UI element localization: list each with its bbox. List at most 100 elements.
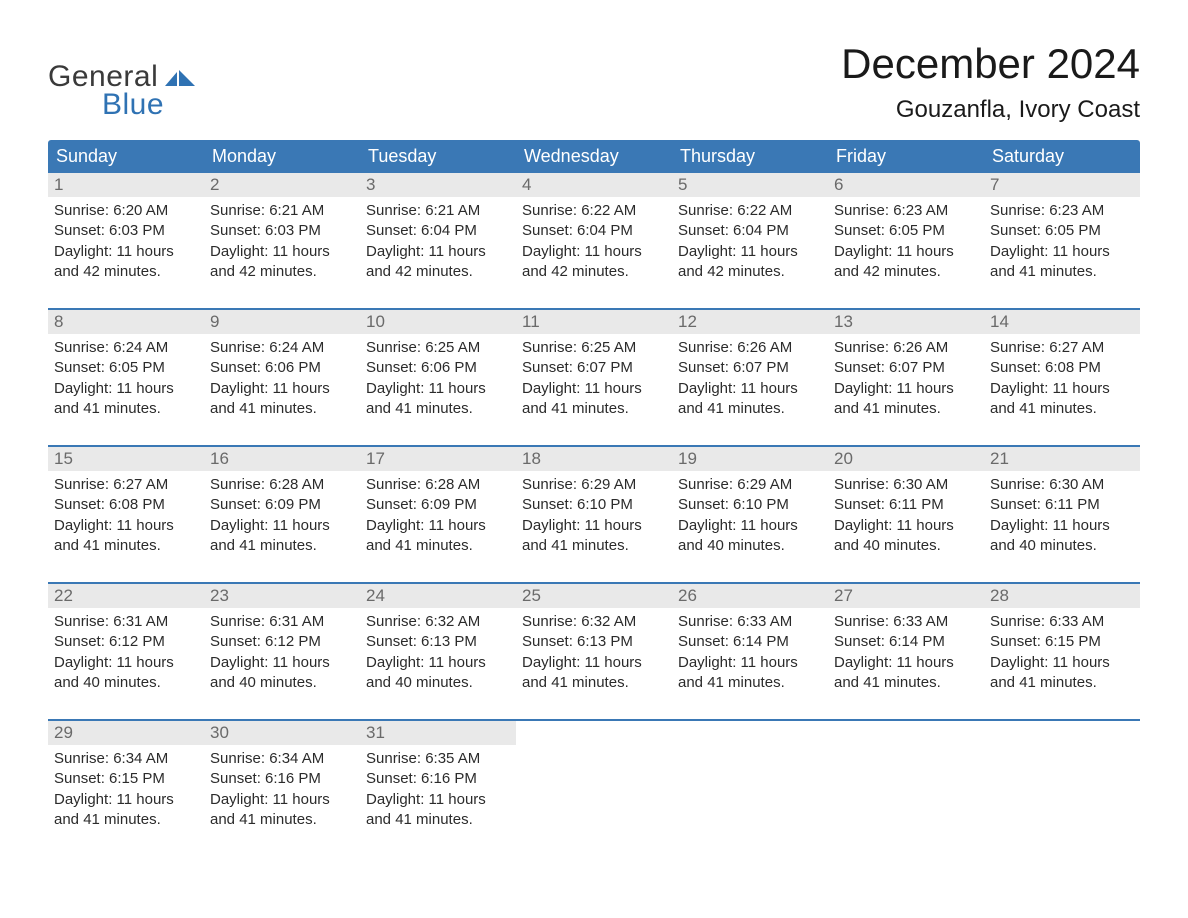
weeks-container: 1Sunrise: 6:20 AMSunset: 6:03 PMDaylight…: [48, 173, 1140, 834]
daylight-line-1: Daylight: 11 hours: [522, 379, 666, 399]
day-number: 4: [516, 173, 672, 197]
day-number: 9: [204, 310, 360, 334]
day-cell: 1Sunrise: 6:20 AMSunset: 6:03 PMDaylight…: [48, 173, 204, 286]
daylight-line-1: Daylight: 11 hours: [366, 516, 510, 536]
day-cell: 6Sunrise: 6:23 AMSunset: 6:05 PMDaylight…: [828, 173, 984, 286]
sunrise-line: Sunrise: 6:33 AM: [834, 612, 978, 632]
title-block: December 2024 Gouzanfla, Ivory Coast: [841, 40, 1140, 124]
day-number: 23: [204, 584, 360, 608]
daylight-line-2: and 40 minutes.: [54, 673, 198, 693]
day-cell: 18Sunrise: 6:29 AMSunset: 6:10 PMDayligh…: [516, 447, 672, 560]
sunrise-line: Sunrise: 6:28 AM: [366, 475, 510, 495]
day-number: 27: [828, 584, 984, 608]
sunrise-line: Sunrise: 6:28 AM: [210, 475, 354, 495]
day-number: 1: [48, 173, 204, 197]
sunrise-line: Sunrise: 6:31 AM: [54, 612, 198, 632]
day-body: Sunrise: 6:32 AMSunset: 6:13 PMDaylight:…: [360, 608, 516, 697]
day-number: 3: [360, 173, 516, 197]
sunset-line: Sunset: 6:14 PM: [834, 632, 978, 652]
day-number: 26: [672, 584, 828, 608]
daylight-line-2: and 41 minutes.: [54, 810, 198, 830]
header: General Blue December 2024 Gouzanfla, Iv…: [48, 40, 1140, 124]
day-cell: 24Sunrise: 6:32 AMSunset: 6:13 PMDayligh…: [360, 584, 516, 697]
daylight-line-1: Daylight: 11 hours: [210, 516, 354, 536]
day-body: [984, 725, 1140, 813]
day-cell: 22Sunrise: 6:31 AMSunset: 6:12 PMDayligh…: [48, 584, 204, 697]
day-body: Sunrise: 6:21 AMSunset: 6:04 PMDaylight:…: [360, 197, 516, 286]
daylight-line-2: and 42 minutes.: [522, 262, 666, 282]
daylight-line-1: Daylight: 11 hours: [678, 516, 822, 536]
daylight-line-1: Daylight: 11 hours: [678, 379, 822, 399]
day-body: Sunrise: 6:28 AMSunset: 6:09 PMDaylight:…: [360, 471, 516, 560]
day-cell: 16Sunrise: 6:28 AMSunset: 6:09 PMDayligh…: [204, 447, 360, 560]
day-body: Sunrise: 6:31 AMSunset: 6:12 PMDaylight:…: [48, 608, 204, 697]
day-body: [516, 725, 672, 813]
daylight-line-1: Daylight: 11 hours: [54, 790, 198, 810]
day-body: Sunrise: 6:30 AMSunset: 6:11 PMDaylight:…: [984, 471, 1140, 560]
sunset-line: Sunset: 6:16 PM: [366, 769, 510, 789]
day-cell: 30Sunrise: 6:34 AMSunset: 6:16 PMDayligh…: [204, 721, 360, 834]
sunset-line: Sunset: 6:03 PM: [210, 221, 354, 241]
day-body: Sunrise: 6:23 AMSunset: 6:05 PMDaylight:…: [984, 197, 1140, 286]
daylight-line-2: and 42 minutes.: [678, 262, 822, 282]
sunset-line: Sunset: 6:16 PM: [210, 769, 354, 789]
dow-friday: Friday: [828, 140, 984, 173]
sunset-line: Sunset: 6:09 PM: [210, 495, 354, 515]
day-number: 22: [48, 584, 204, 608]
daylight-line-1: Daylight: 11 hours: [210, 790, 354, 810]
month-title: December 2024: [841, 40, 1140, 88]
day-cell: 26Sunrise: 6:33 AMSunset: 6:14 PMDayligh…: [672, 584, 828, 697]
sunrise-line: Sunrise: 6:27 AM: [990, 338, 1134, 358]
daylight-line-2: and 41 minutes.: [210, 810, 354, 830]
sunrise-line: Sunrise: 6:21 AM: [210, 201, 354, 221]
day-body: Sunrise: 6:30 AMSunset: 6:11 PMDaylight:…: [828, 471, 984, 560]
day-number: 6: [828, 173, 984, 197]
dow-saturday: Saturday: [984, 140, 1140, 173]
day-number: 12: [672, 310, 828, 334]
sunset-line: Sunset: 6:06 PM: [210, 358, 354, 378]
sunrise-line: Sunrise: 6:22 AM: [522, 201, 666, 221]
sunset-line: Sunset: 6:08 PM: [990, 358, 1134, 378]
sunset-line: Sunset: 6:11 PM: [990, 495, 1134, 515]
daylight-line-1: Daylight: 11 hours: [54, 653, 198, 673]
day-cell: 27Sunrise: 6:33 AMSunset: 6:14 PMDayligh…: [828, 584, 984, 697]
sunset-line: Sunset: 6:15 PM: [54, 769, 198, 789]
day-number: 5: [672, 173, 828, 197]
sunset-line: Sunset: 6:10 PM: [678, 495, 822, 515]
sunrise-line: Sunrise: 6:34 AM: [210, 749, 354, 769]
daylight-line-1: Daylight: 11 hours: [522, 242, 666, 262]
sunrise-line: Sunrise: 6:31 AM: [210, 612, 354, 632]
sunrise-line: Sunrise: 6:29 AM: [522, 475, 666, 495]
day-cell: 4Sunrise: 6:22 AMSunset: 6:04 PMDaylight…: [516, 173, 672, 286]
day-cell: 7Sunrise: 6:23 AMSunset: 6:05 PMDaylight…: [984, 173, 1140, 286]
sunrise-line: Sunrise: 6:29 AM: [678, 475, 822, 495]
day-cell: 9Sunrise: 6:24 AMSunset: 6:06 PMDaylight…: [204, 310, 360, 423]
day-body: Sunrise: 6:33 AMSunset: 6:14 PMDaylight:…: [828, 608, 984, 697]
day-cell: [984, 721, 1140, 834]
day-body: Sunrise: 6:26 AMSunset: 6:07 PMDaylight:…: [672, 334, 828, 423]
day-number: 8: [48, 310, 204, 334]
daylight-line-2: and 41 minutes.: [834, 399, 978, 419]
sunrise-line: Sunrise: 6:23 AM: [990, 201, 1134, 221]
daylight-line-1: Daylight: 11 hours: [366, 379, 510, 399]
sunset-line: Sunset: 6:07 PM: [678, 358, 822, 378]
day-number: 14: [984, 310, 1140, 334]
day-cell: 31Sunrise: 6:35 AMSunset: 6:16 PMDayligh…: [360, 721, 516, 834]
sunrise-line: Sunrise: 6:22 AM: [678, 201, 822, 221]
daylight-line-1: Daylight: 11 hours: [990, 379, 1134, 399]
day-body: Sunrise: 6:26 AMSunset: 6:07 PMDaylight:…: [828, 334, 984, 423]
day-body: Sunrise: 6:35 AMSunset: 6:16 PMDaylight:…: [360, 745, 516, 834]
daylight-line-2: and 41 minutes.: [54, 399, 198, 419]
daylight-line-2: and 41 minutes.: [522, 399, 666, 419]
sunrise-line: Sunrise: 6:30 AM: [834, 475, 978, 495]
brand-logo: General Blue: [48, 60, 195, 122]
sunset-line: Sunset: 6:07 PM: [834, 358, 978, 378]
day-body: Sunrise: 6:31 AMSunset: 6:12 PMDaylight:…: [204, 608, 360, 697]
day-body: Sunrise: 6:25 AMSunset: 6:06 PMDaylight:…: [360, 334, 516, 423]
sunset-line: Sunset: 6:13 PM: [522, 632, 666, 652]
daylight-line-2: and 41 minutes.: [210, 399, 354, 419]
day-number: 19: [672, 447, 828, 471]
day-body: Sunrise: 6:25 AMSunset: 6:07 PMDaylight:…: [516, 334, 672, 423]
week-row: 1Sunrise: 6:20 AMSunset: 6:03 PMDaylight…: [48, 173, 1140, 286]
sunrise-line: Sunrise: 6:33 AM: [678, 612, 822, 632]
